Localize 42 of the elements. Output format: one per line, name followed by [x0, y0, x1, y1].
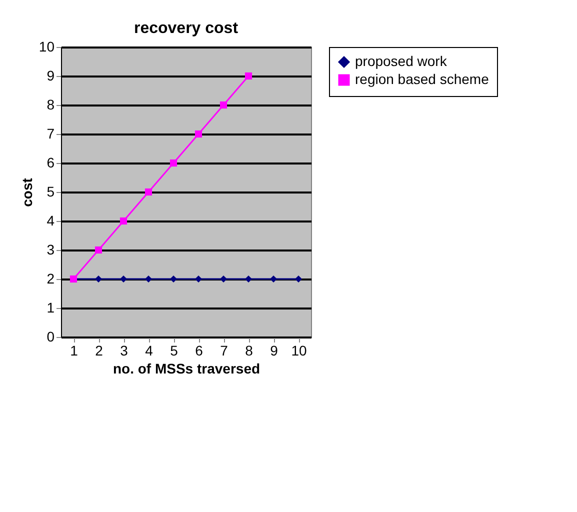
point — [244, 275, 252, 283]
x-tick-label: 4 — [145, 342, 154, 358]
point — [294, 275, 302, 283]
x-tick-label: 10 — [291, 342, 307, 358]
point — [94, 275, 102, 283]
y-tick-label: 7 — [46, 126, 55, 142]
y-tick-label: 5 — [46, 184, 55, 200]
point — [120, 275, 128, 283]
point — [220, 101, 228, 109]
y-tick-label: 0 — [46, 328, 55, 344]
chart-title: recovery cost — [134, 20, 239, 37]
y-tick-label: 3 — [46, 242, 55, 258]
y-tick-label: 8 — [46, 96, 55, 112]
x-axis-title: no. of MSSs traversed — [112, 360, 260, 376]
y-tick-label: 1 — [46, 300, 55, 316]
point — [194, 275, 202, 283]
x-tick-label: 5 — [170, 342, 178, 358]
x-tick-label: 7 — [220, 342, 228, 358]
y-axis-title: cost — [18, 178, 35, 207]
point — [170, 275, 178, 283]
point — [270, 275, 278, 283]
point — [194, 130, 202, 138]
y-tick-label: 2 — [46, 270, 55, 286]
y-tick-label: 9 — [46, 68, 55, 84]
point — [144, 275, 152, 283]
point — [94, 246, 102, 254]
point — [220, 275, 228, 283]
legend-label: region based scheme — [355, 71, 490, 87]
legend-label: proposed work — [355, 53, 448, 69]
x-tick-label: 1 — [70, 342, 78, 358]
x-tick-label: 8 — [245, 342, 254, 358]
y-tick-label: 4 — [46, 212, 55, 228]
x-tick-label: 2 — [95, 342, 104, 358]
x-tick-label: 6 — [195, 342, 204, 358]
point — [244, 72, 252, 80]
y-tick-label: 10 — [38, 38, 55, 54]
x-tick-label: 3 — [120, 342, 128, 358]
point — [144, 188, 152, 196]
x-tick-label: 9 — [270, 342, 278, 358]
point — [170, 159, 178, 167]
y-tick-label: 6 — [46, 154, 55, 170]
point — [120, 217, 128, 225]
